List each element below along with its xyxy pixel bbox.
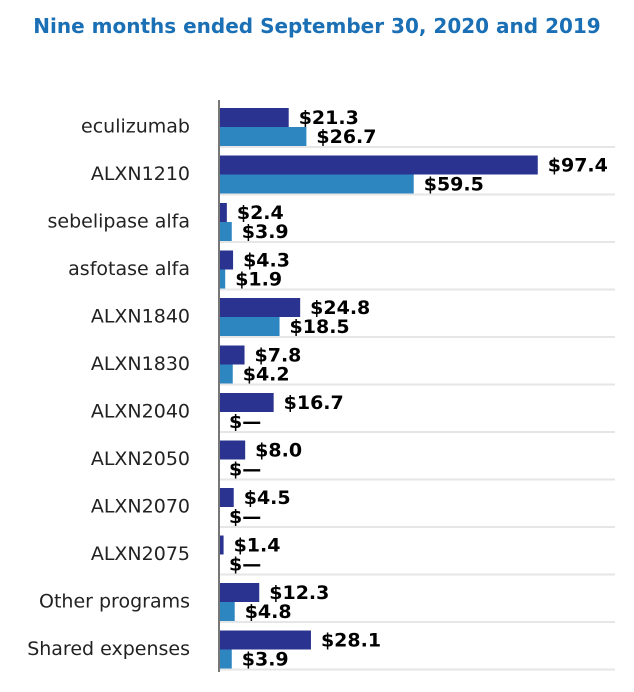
value-label: $97.4: [548, 155, 608, 177]
category-label: ALXN2040: [91, 401, 190, 423]
value-label: $3.9: [242, 649, 289, 671]
value-label: $—: [229, 554, 261, 576]
bar: [219, 364, 233, 384]
value-label: $4.2: [243, 364, 290, 386]
value-label: $59.5: [424, 174, 484, 196]
category-label: ALXN1840: [91, 306, 190, 328]
value-label: $—: [229, 411, 261, 433]
value-label: $1.4: [234, 535, 281, 557]
value-label: $8.0: [255, 440, 302, 462]
category-label: ALXN2075: [91, 543, 190, 565]
category-label: Other programs: [39, 591, 190, 613]
category-label: ALXN2050: [91, 448, 190, 470]
value-label: $12.3: [269, 582, 329, 604]
value-label: $28.1: [321, 630, 381, 652]
bar: [219, 155, 538, 175]
value-label: $21.3: [299, 107, 359, 129]
value-label: $—: [229, 459, 261, 481]
value-label: $24.8: [310, 297, 370, 319]
bar: [219, 583, 260, 602]
bar: [219, 440, 246, 460]
value-label: $4.3: [243, 250, 290, 272]
value-label: $4.8: [245, 601, 292, 623]
category-label: eculizumab: [81, 116, 190, 138]
bar: [219, 602, 235, 621]
category-label: ALXN2070: [91, 496, 190, 518]
value-label: $—: [229, 506, 261, 528]
value-label: $1.9: [235, 269, 282, 291]
value-label: $16.7: [284, 392, 344, 414]
bar: [219, 108, 289, 127]
category-label: sebelipase alfa: [48, 211, 190, 233]
bar: [219, 488, 234, 507]
value-label: $26.7: [316, 126, 376, 148]
category-label: Shared expenses: [27, 638, 190, 660]
category-label: ALXN1210: [91, 163, 190, 185]
bar: [219, 345, 245, 365]
bar: [219, 535, 224, 555]
category-label: asfotase alfa: [68, 258, 190, 280]
category-label: ALXN1830: [91, 353, 190, 375]
bar: [219, 298, 301, 317]
value-label: $18.5: [290, 316, 350, 338]
bar: [219, 649, 232, 669]
bar: [219, 222, 232, 241]
chart-title: Nine months ended September 30, 2020 and…: [33, 14, 601, 38]
value-label: $3.9: [242, 221, 289, 243]
bar: [219, 127, 307, 146]
bar: [219, 174, 414, 194]
bar: [219, 393, 274, 412]
bar: [219, 269, 226, 289]
bar: [219, 630, 311, 650]
bar: [219, 317, 280, 336]
value-label: $4.5: [244, 487, 291, 509]
bar: [219, 203, 227, 222]
bar: [219, 250, 234, 270]
value-label: $2.4: [237, 202, 284, 224]
value-label: $7.8: [255, 345, 302, 367]
